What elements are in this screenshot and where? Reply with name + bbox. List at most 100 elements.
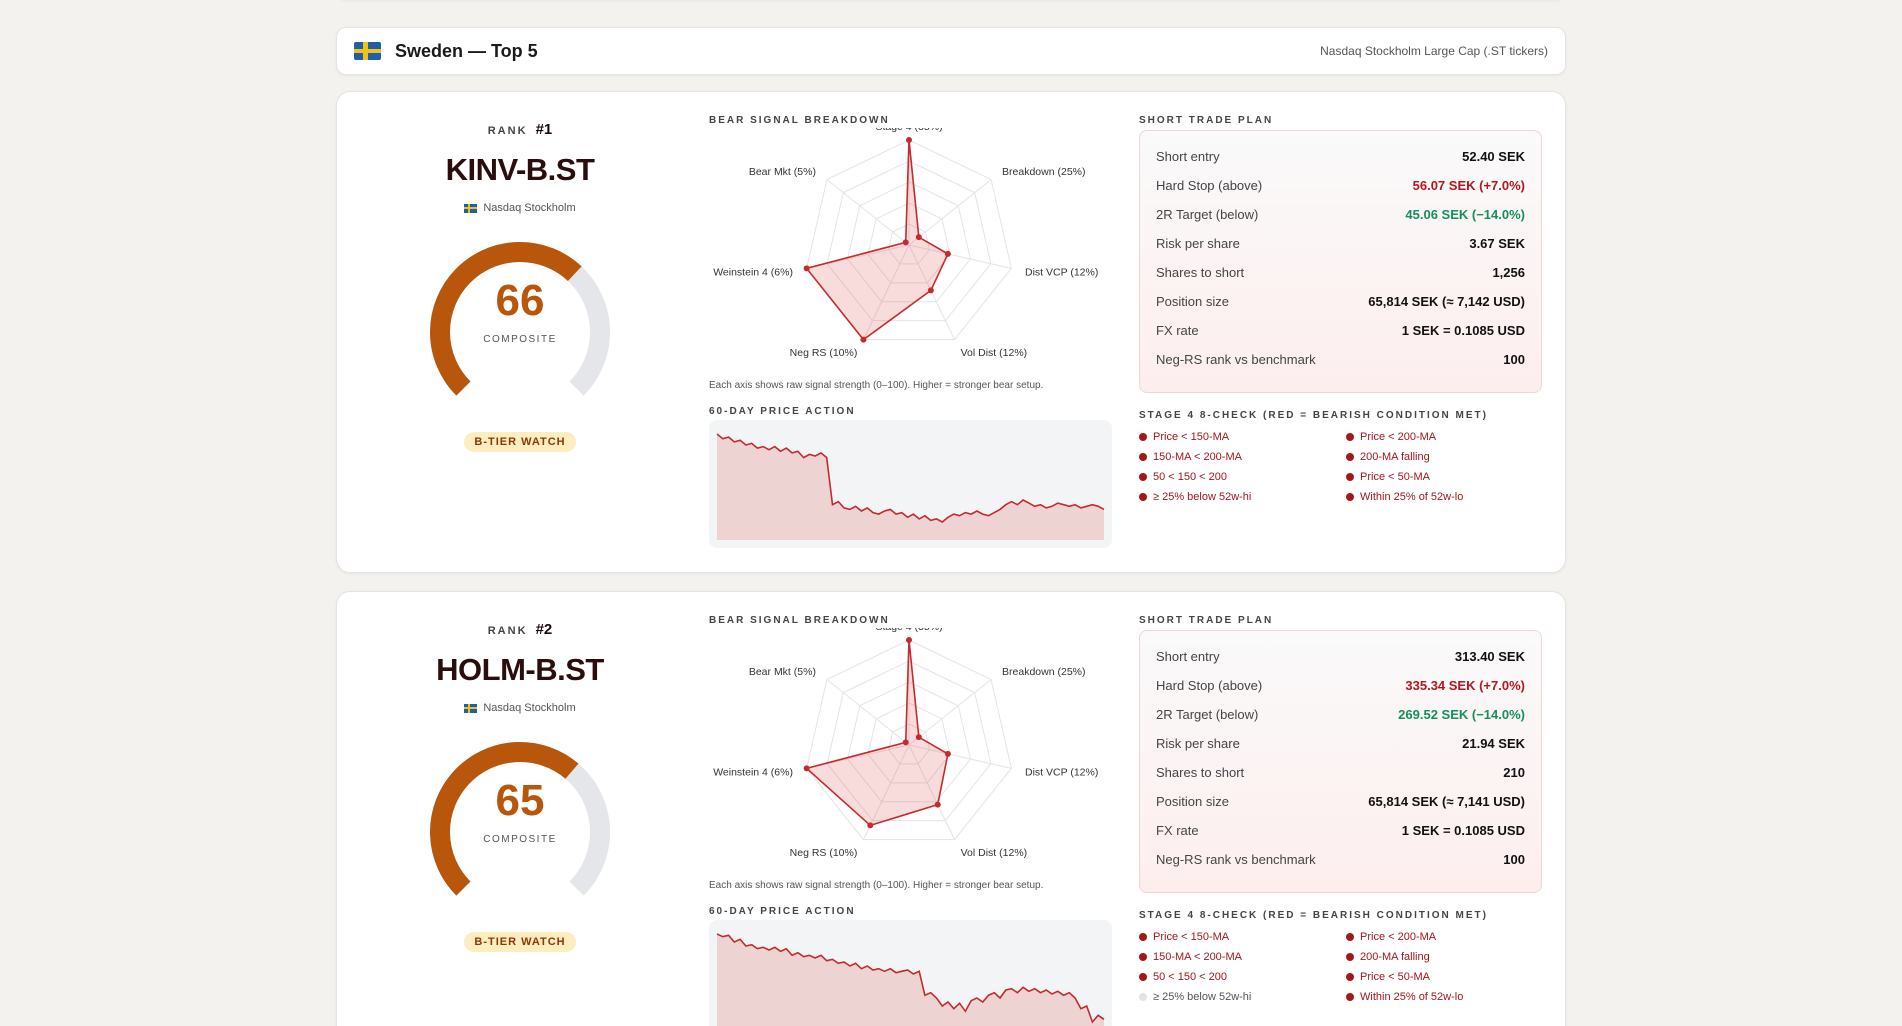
- price-line: [716, 933, 1105, 1024]
- stage4-check-item: 150-MA < 200-MA: [1139, 950, 1346, 964]
- status-dot-icon: [1139, 973, 1147, 981]
- status-dot-icon: [1139, 993, 1147, 1001]
- stage4-check-item: 200-MA falling: [1346, 450, 1553, 464]
- plan-key: Risk per share: [1156, 236, 1240, 251]
- gauge-fill: [430, 742, 579, 896]
- radar-axis-label: Bear Mkt (5%): [749, 166, 816, 178]
- status-dot-icon: [1346, 973, 1354, 981]
- radar-axis: [862, 244, 910, 340]
- check-label: Price < 150-MA: [1153, 431, 1230, 443]
- plan-key: Hard Stop (above): [1156, 178, 1263, 193]
- radar-axis-label: Vol Dist (12%): [961, 347, 1028, 359]
- plan-row: FX rate 1 SEK = 0.1085 USD: [1156, 316, 1525, 345]
- check-label: 150-MA < 200-MA: [1153, 451, 1242, 463]
- country-section-header: Sweden — Top 5 Nasdaq Stockholm Large Ca…: [336, 27, 1566, 75]
- stage4-check-heading: STAGE 4 8-CHECK (RED = BEARISH CONDITION…: [1139, 410, 1488, 421]
- radar-axis: [826, 179, 910, 246]
- status-dot-icon: [1139, 473, 1147, 481]
- radar-note: Each axis shows raw signal strength (0–1…: [709, 880, 1044, 891]
- plan-row: FX rate 1 SEK = 0.1085 USD: [1156, 816, 1525, 845]
- radar-point: [860, 336, 867, 343]
- radar-point: [934, 801, 941, 808]
- plan-value: 65,814 SEK (≈ 7,142 USD): [1368, 294, 1525, 309]
- plan-value: 210: [1503, 765, 1525, 780]
- status-dot-icon: [1346, 433, 1354, 441]
- plan-row: Short entry 313.40 SEK: [1156, 642, 1525, 671]
- bear-signal-heading: BEAR SIGNAL BREAKDOWN: [709, 115, 890, 126]
- sweden-flag-icon: [354, 42, 381, 60]
- radar-grid-ring: [867, 702, 951, 784]
- score-column: RANK #2 HOLM-B.ST Nasdaq Stockholm 65 CO…: [337, 592, 703, 952]
- stock-card: RANK #2 HOLM-B.ST Nasdaq Stockholm 65 CO…: [336, 591, 1566, 1026]
- radar-grid-ring: [806, 639, 1012, 841]
- stage4-check-item: ≥ 25% below 52w-hi: [1139, 990, 1346, 1004]
- plan-row: Risk per share 21.94 SEK: [1156, 729, 1525, 758]
- trade-plan-box: Short entry 52.40 SEK Hard Stop (above) 56.…: [1139, 130, 1542, 393]
- exchange-label: Nasdaq Stockholm: [337, 202, 703, 214]
- plan-value: 100: [1503, 852, 1525, 867]
- gauge-fill: [430, 242, 582, 396]
- check-label: ≥ 25% below 52w-hi: [1153, 491, 1252, 503]
- stage4-check-heading: STAGE 4 8-CHECK (RED = BEARISH CONDITION…: [1139, 910, 1488, 921]
- check-label: 50 < 150 < 200: [1153, 471, 1228, 483]
- trade-plan-heading: SHORT TRADE PLAN: [1139, 615, 1274, 626]
- check-label: 200-MA falling: [1360, 451, 1430, 463]
- stage4-checklist: Price < 150-MA Price < 200-MA 150-MA < 200…: [1139, 930, 1559, 1004]
- radar-axis-label: Stage 4 (35%): [875, 628, 942, 633]
- ticker-symbol: KINV-B.ST: [445, 152, 595, 187]
- plan-row: Hard Stop (above) 335.34 SEK (+7.0%): [1156, 671, 1525, 700]
- price-line: [716, 433, 1105, 523]
- price-sparkline: [716, 933, 1105, 1026]
- status-dot-icon: [1139, 453, 1147, 461]
- section-title: Sweden — Top 5: [395, 40, 538, 61]
- check-label: Price < 150-MA: [1153, 931, 1230, 943]
- status-dot-icon: [1139, 953, 1147, 961]
- stage4-check-item: 200-MA falling: [1346, 950, 1553, 964]
- plan-key: Hard Stop (above): [1156, 678, 1263, 693]
- plan-key: Short entry: [1156, 649, 1220, 664]
- status-dot-icon: [1346, 453, 1354, 461]
- stage4-checklist: Price < 150-MA Price < 200-MA 150-MA < 200…: [1139, 430, 1559, 504]
- radar-grid-ring: [847, 681, 971, 803]
- price-area: [717, 934, 1104, 1026]
- check-label: Price < 200-MA: [1360, 431, 1437, 443]
- radar-point: [803, 265, 810, 272]
- plan-value: 56.07 SEK (+7.0%): [1412, 178, 1525, 193]
- price-action-heading: 60-DAY PRICE ACTION: [709, 406, 856, 417]
- trade-plan-box: Short entry 313.40 SEK Hard Stop (above) 33…: [1139, 630, 1542, 893]
- radar-axis-label: Neg RS (10%): [790, 347, 858, 359]
- bear-signal-radar: Stage 4 (35%) Breakdown (25%) Dist VCP (12…: [713, 628, 1098, 859]
- stage4-check-item: Price < 50-MA: [1346, 970, 1553, 984]
- ticker-symbol: HOLM-B.ST: [436, 652, 604, 687]
- exchange-name: Nasdaq Stockholm: [483, 702, 576, 714]
- status-dot-icon: [1346, 933, 1354, 941]
- radar-grid-ring: [867, 202, 951, 284]
- check-label: 50 < 150 < 200: [1153, 971, 1228, 983]
- status-dot-icon: [1346, 473, 1354, 481]
- status-dot-icon: [1346, 953, 1354, 961]
- plan-row: Hard Stop (above) 56.07 SEK (+7.0%): [1156, 171, 1525, 200]
- radar-axis-label: Dist VCP (12%): [1025, 266, 1098, 278]
- plan-key: Shares to short: [1156, 765, 1245, 780]
- radar-axis-label: Vol Dist (12%): [961, 847, 1028, 859]
- plan-row: Neg-RS rank vs benchmark 100: [1156, 845, 1525, 874]
- composite-gauge: 65 COMPOSITE: [420, 732, 620, 932]
- price-action-chart: [709, 420, 1112, 548]
- sweden-flag-icon: [464, 703, 478, 713]
- stage4-check-item: Price < 200-MA: [1346, 930, 1553, 944]
- plan-key: 2R Target (below): [1156, 207, 1259, 222]
- plan-row: Short entry 52.40 SEK: [1156, 142, 1525, 171]
- check-label: Within 25% of 52w-lo: [1360, 991, 1464, 1003]
- radar-grid-ring: [806, 139, 1012, 341]
- price-sparkline: [716, 433, 1105, 540]
- plan-value: 269.52 SEK (−14.0%): [1398, 707, 1525, 722]
- radar-axis-label: Weinstein 4 (6%): [713, 266, 793, 278]
- stage4-check-item: Price < 200-MA: [1346, 430, 1553, 444]
- radar-axis: [908, 744, 956, 840]
- plan-row: Shares to short 210: [1156, 758, 1525, 787]
- radar-point: [915, 234, 922, 241]
- radar-note: Each axis shows raw signal strength (0–1…: [709, 380, 1044, 391]
- check-label: 200-MA falling: [1360, 951, 1430, 963]
- plan-value: 1,256: [1492, 265, 1525, 280]
- radar-point: [902, 739, 909, 746]
